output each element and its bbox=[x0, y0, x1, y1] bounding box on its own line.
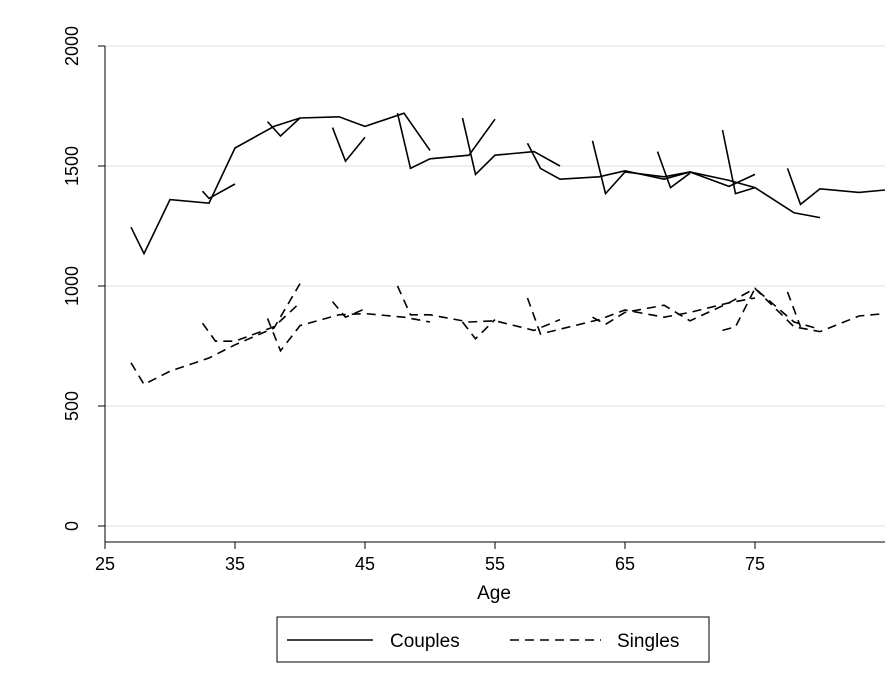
series-lines bbox=[130, 112, 886, 386]
singles-line-segment-5 bbox=[461, 319, 496, 341]
couples-line-segment-10 bbox=[786, 168, 886, 206]
legend-label-couples: Couples bbox=[390, 631, 460, 652]
couples-line-segment-7 bbox=[591, 140, 821, 219]
y-tick-label-2000: 2000 bbox=[62, 26, 82, 66]
singles-line-segment-3 bbox=[331, 301, 366, 319]
axes bbox=[98, 45, 885, 549]
gridlines bbox=[105, 45, 885, 527]
singles-line-segment-0 bbox=[130, 283, 301, 386]
couples-line-segment-0 bbox=[130, 112, 431, 256]
couples-line-segment-2 bbox=[266, 117, 301, 138]
series-couples bbox=[130, 112, 886, 256]
singles-line-segment-6 bbox=[526, 297, 756, 335]
series-singles bbox=[130, 283, 886, 386]
singles-line-segment-8 bbox=[722, 287, 821, 332]
y-tick-label-500: 500 bbox=[62, 391, 82, 421]
couples-line-segment-5 bbox=[461, 117, 561, 176]
couples-line-segment-8 bbox=[656, 151, 691, 189]
tick-labels: 0 500 1000 1500 2000 25 35 45 55 65 75 bbox=[62, 26, 765, 574]
x-tick-label-55: 55 bbox=[485, 554, 505, 574]
singles-line-segment-9 bbox=[786, 291, 802, 328]
legend: Couples Singles bbox=[276, 616, 710, 663]
singles-line-segment-7 bbox=[592, 287, 886, 333]
couples-line-segment-9 bbox=[721, 129, 756, 195]
x-tick-label-45: 45 bbox=[355, 554, 375, 574]
x-tick-label-35: 35 bbox=[225, 554, 245, 574]
y-tick-label-1000: 1000 bbox=[62, 266, 82, 306]
couples-line-segment-6 bbox=[526, 142, 756, 188]
singles-line-segment-2 bbox=[266, 312, 431, 353]
x-axis-title: Age bbox=[477, 583, 511, 604]
couples-line-segment-3 bbox=[331, 127, 366, 163]
x-tick-label-25: 25 bbox=[95, 554, 115, 574]
x-tick-label-75: 75 bbox=[745, 554, 765, 574]
x-tick-label-65: 65 bbox=[615, 554, 635, 574]
couples-line-segment-1 bbox=[201, 183, 236, 200]
y-tick-label-0: 0 bbox=[62, 521, 82, 531]
couples-line-segment-4 bbox=[396, 113, 496, 170]
y-tick-label-1500: 1500 bbox=[62, 146, 82, 186]
legend-label-singles: Singles bbox=[617, 631, 679, 652]
singles-line-segment-4 bbox=[396, 285, 561, 332]
singles-line-segment-1 bbox=[201, 302, 301, 343]
